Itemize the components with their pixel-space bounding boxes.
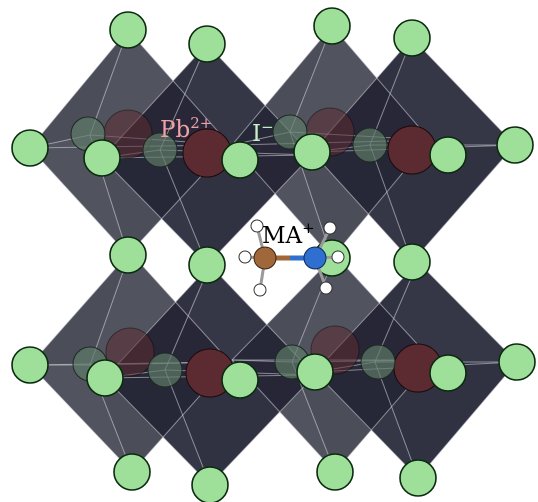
octahedron-edge: [231, 254, 336, 361]
octahedron-edge: [411, 37, 516, 146]
iodide-ions-layer: [11, 7, 536, 502]
iodide-ion: [188, 246, 226, 284]
cation-label: MA+: [262, 219, 315, 249]
octahedron-edge: [104, 377, 211, 486]
hydrogen-atom: [238, 250, 252, 264]
hydrogen-atom: [331, 250, 345, 264]
octahedron-edge: [231, 25, 333, 146]
octahedron-edge: [369, 37, 413, 146]
iodide-ion: [191, 466, 229, 502]
hydrogen-atom: [319, 281, 333, 295]
iodide-ion: [296, 353, 334, 391]
lead-ion: [387, 125, 437, 175]
octahedron-edge: [417, 361, 518, 479]
iodide-ion: [316, 453, 354, 491]
iodide-ion: [109, 11, 147, 49]
iodide-ion: [498, 343, 536, 381]
octahedron-edge: [289, 25, 333, 133]
iodide-ion-inner: [142, 132, 178, 168]
nitrogen-atom: [303, 246, 327, 270]
iodide-ion: [113, 453, 151, 491]
iodide-ion-label-charge: −: [261, 118, 274, 136]
iodide-ion-inner: [352, 127, 388, 163]
octahedron-edge: [159, 43, 208, 151]
iodide-ion: [221, 141, 259, 179]
octahedron-edge: [374, 361, 419, 479]
octahedron-edge: [314, 371, 419, 479]
lead-ion: [105, 327, 155, 377]
octahedron-edge: [127, 29, 231, 146]
octahedron-edge: [417, 261, 518, 363]
octahedron-edge: [311, 151, 413, 263]
iodide-ion: [11, 129, 49, 167]
lead-ion-label-charge: 2+: [190, 114, 212, 132]
iodide-ion: [11, 346, 49, 384]
iodide-ion: [109, 236, 147, 274]
iodide-ion-label: I−: [252, 118, 274, 147]
octahedron-edge: [101, 157, 208, 266]
iodide-ion: [429, 136, 467, 174]
hydrogen-atom: [250, 219, 264, 233]
iodide-ion: [83, 139, 121, 177]
iodide-ion: [399, 459, 437, 497]
iodide-ion: [496, 126, 534, 164]
octahedron-edge: [159, 149, 208, 266]
iodide-ion: [429, 354, 467, 392]
octahedron-edge: [334, 254, 433, 361]
iodide-ion: [393, 243, 431, 281]
octahedron-edge: [331, 25, 431, 141]
octahedron-edge: [129, 251, 231, 363]
iodide-ion: [86, 359, 124, 397]
octahedron-edge: [29, 29, 129, 149]
cation-label-base: MA: [262, 223, 303, 249]
iodide-ion: [221, 361, 259, 399]
octahedron-edge: [411, 144, 516, 263]
iodide-ion-inner: [360, 344, 396, 380]
iodide-ion-inner: [147, 352, 183, 388]
octahedron-face: [30, 135, 128, 255]
iodide-ion: [313, 7, 351, 45]
octahedron-edge: [369, 144, 413, 263]
iodide-ion-label-base: I: [252, 121, 261, 147]
octahedron-edge: [29, 147, 129, 256]
hydrogen-atom: [323, 221, 337, 235]
octahedron-edge: [164, 369, 211, 486]
cation-label-charge: +: [302, 219, 315, 237]
octahedron-edge: [209, 374, 316, 486]
lead-ion-label-base: Pb: [160, 117, 190, 143]
methylammonium-molecule: [238, 219, 345, 297]
iodide-ion: [393, 19, 431, 57]
hydrogen-atom: [253, 283, 267, 297]
carbon-atom: [253, 246, 277, 270]
octahedron-edge: [206, 154, 313, 266]
iodide-ion: [188, 25, 226, 63]
lead-ion-label: Pb2+: [160, 114, 212, 143]
octahedron-edge: [29, 251, 131, 366]
octahedron-edge: [29, 364, 133, 473]
iodide-ion: [293, 133, 331, 171]
